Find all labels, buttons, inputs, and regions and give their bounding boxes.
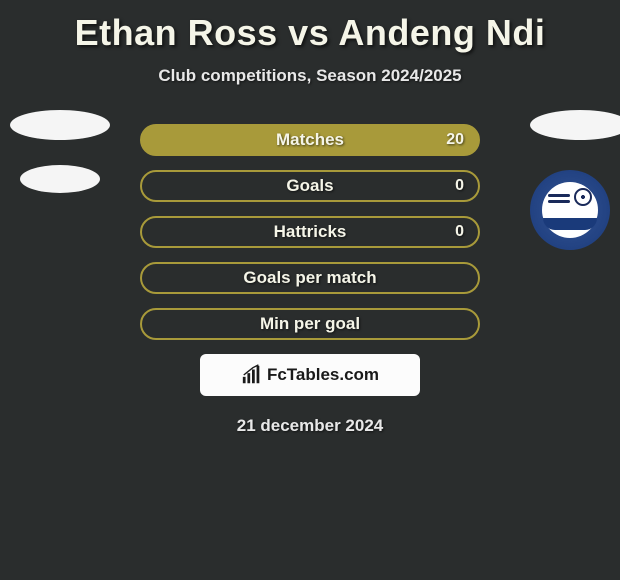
- stat-bar-hattricks: Hattricks 0: [140, 216, 480, 248]
- date-text: 21 december 2024: [0, 416, 620, 436]
- branding-badge: FcTables.com: [200, 354, 420, 396]
- stat-label: Goals per match: [243, 268, 376, 288]
- stat-label: Hattricks: [274, 222, 347, 242]
- branding-text: FcTables.com: [267, 365, 379, 385]
- stat-row: Hattricks 0: [0, 216, 620, 248]
- stat-bar-matches: Matches 20: [140, 124, 480, 156]
- stat-row: Matches 20: [0, 124, 620, 156]
- stat-bar-min-per-goal: Min per goal: [140, 308, 480, 340]
- stats-container: Matches 20 Goals 0 Hattricks 0 Goals per…: [0, 124, 620, 340]
- stat-label: Goals: [286, 176, 333, 196]
- stat-value: 0: [455, 223, 464, 241]
- stat-row: Min per goal: [0, 308, 620, 340]
- stat-label: Matches: [276, 130, 344, 150]
- stat-value: 20: [446, 131, 464, 149]
- stat-bar-goals-per-match: Goals per match: [140, 262, 480, 294]
- stat-row: Goals per match: [0, 262, 620, 294]
- stat-value: 0: [455, 177, 464, 195]
- stat-row: Goals 0: [0, 170, 620, 202]
- season-subtitle: Club competitions, Season 2024/2025: [0, 66, 620, 86]
- comparison-title: Ethan Ross vs Andeng Ndi: [0, 0, 620, 54]
- stat-label: Min per goal: [260, 314, 360, 334]
- chart-icon: [241, 364, 263, 386]
- stat-bar-goals: Goals 0: [140, 170, 480, 202]
